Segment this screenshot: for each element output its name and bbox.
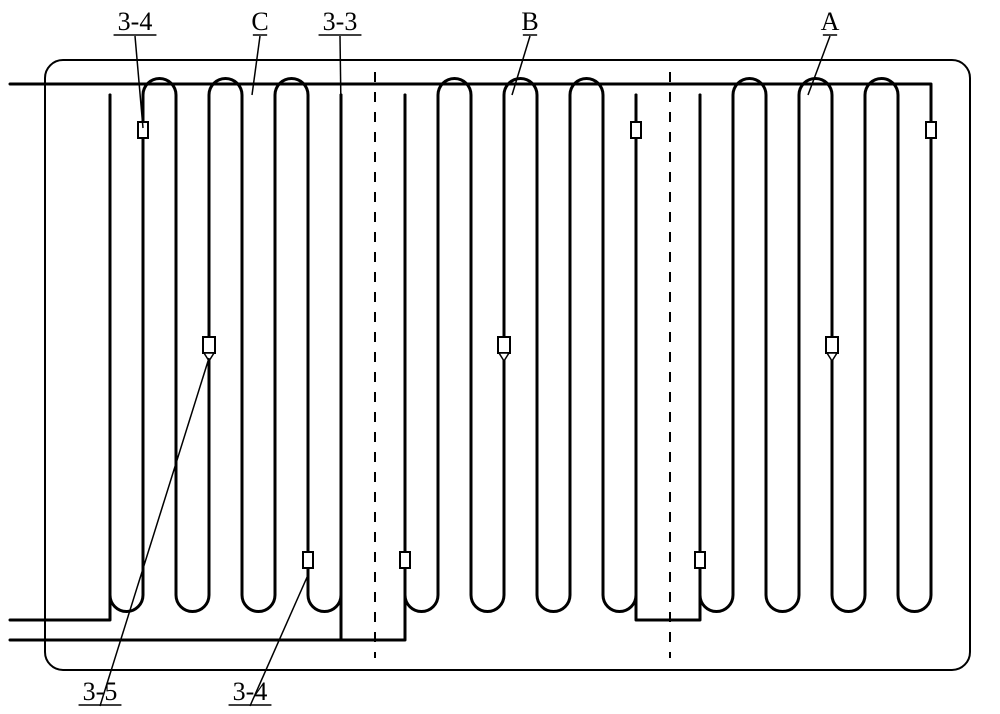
svg-text:3-4: 3-4	[118, 7, 153, 36]
svg-text:3-3: 3-3	[323, 7, 358, 36]
svg-text:3-5: 3-5	[83, 677, 118, 706]
svg-text:B: B	[521, 7, 538, 36]
svg-text:3-4: 3-4	[233, 677, 268, 706]
svg-text:C: C	[251, 7, 268, 36]
svg-text:A: A	[821, 7, 840, 36]
floor-heating-diagram: A B C 3-3 3-4 3-4 3-5	[0, 0, 1000, 714]
